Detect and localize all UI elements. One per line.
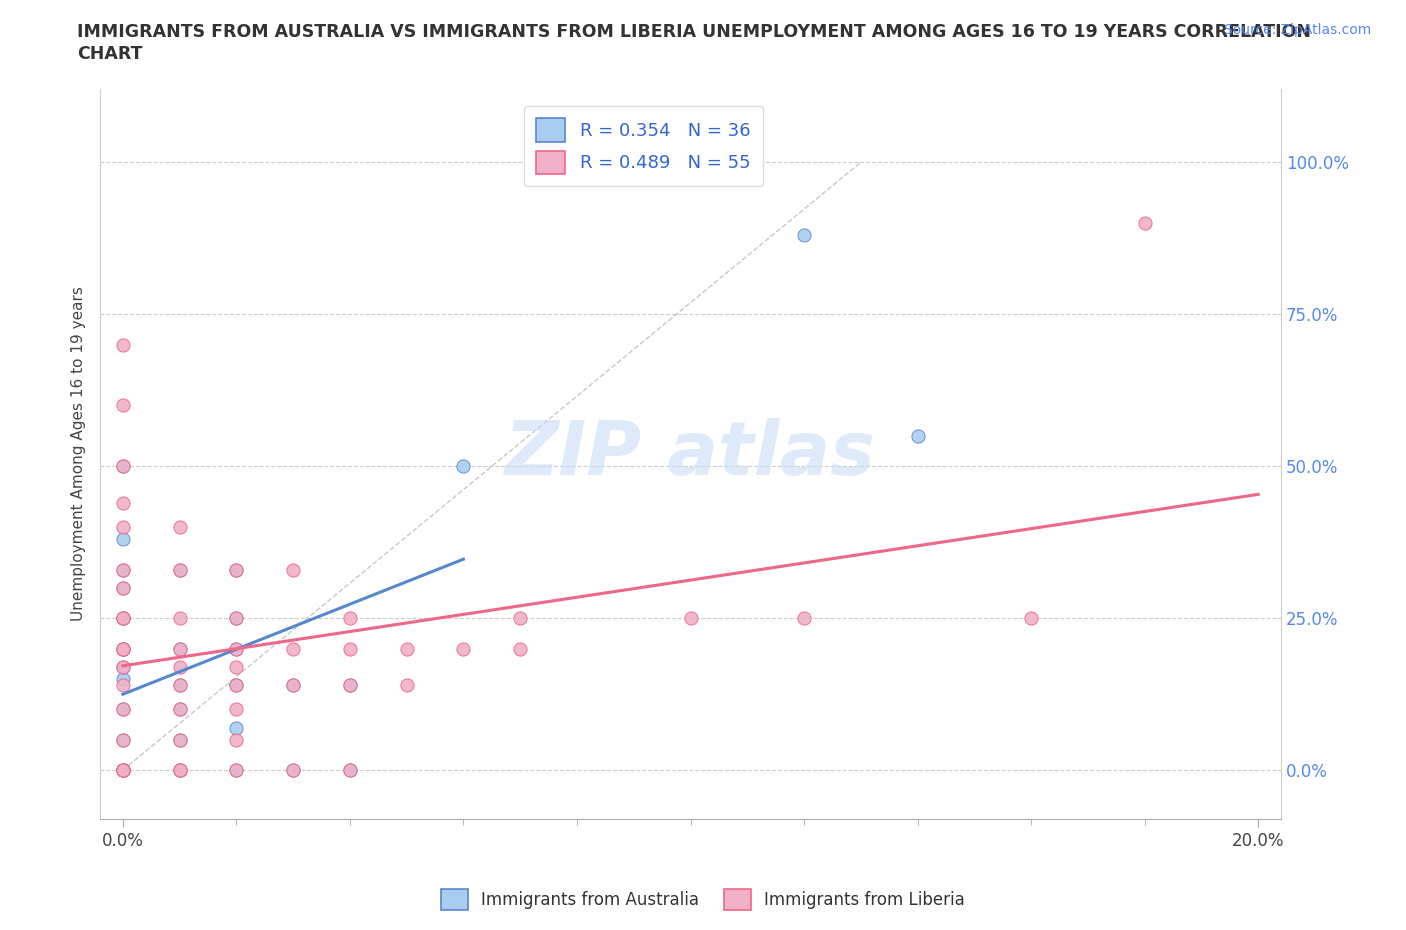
Point bbox=[111, 520, 134, 535]
Point bbox=[169, 641, 191, 656]
Point bbox=[509, 611, 531, 626]
Point bbox=[111, 732, 134, 747]
Point bbox=[281, 678, 304, 693]
Point bbox=[281, 562, 304, 577]
Point bbox=[169, 763, 191, 777]
Point bbox=[339, 763, 361, 777]
Point bbox=[111, 458, 134, 473]
Point bbox=[225, 732, 247, 747]
Point bbox=[111, 562, 134, 577]
Point bbox=[169, 763, 191, 777]
Point bbox=[339, 641, 361, 656]
Point bbox=[111, 641, 134, 656]
Point bbox=[111, 398, 134, 413]
Point bbox=[225, 763, 247, 777]
Point bbox=[339, 678, 361, 693]
Point bbox=[111, 641, 134, 656]
Point bbox=[395, 641, 418, 656]
Point bbox=[111, 641, 134, 656]
Point bbox=[169, 678, 191, 693]
Point bbox=[169, 732, 191, 747]
Text: IMMIGRANTS FROM AUSTRALIA VS IMMIGRANTS FROM LIBERIA UNEMPLOYMENT AMONG AGES 16 : IMMIGRANTS FROM AUSTRALIA VS IMMIGRANTS … bbox=[77, 23, 1312, 41]
Point bbox=[169, 678, 191, 693]
Point bbox=[111, 611, 134, 626]
Point bbox=[169, 702, 191, 717]
Point bbox=[169, 611, 191, 626]
Point bbox=[907, 429, 929, 444]
Point bbox=[111, 763, 134, 777]
Point bbox=[111, 671, 134, 686]
Point bbox=[225, 611, 247, 626]
Point bbox=[111, 763, 134, 777]
Point bbox=[225, 678, 247, 693]
Point bbox=[281, 763, 304, 777]
Point bbox=[225, 641, 247, 656]
Legend: Immigrants from Australia, Immigrants from Liberia: Immigrants from Australia, Immigrants fr… bbox=[434, 883, 972, 917]
Text: ZIP atlas: ZIP atlas bbox=[505, 418, 876, 490]
Point bbox=[111, 580, 134, 595]
Point bbox=[111, 732, 134, 747]
Point bbox=[111, 763, 134, 777]
Point bbox=[339, 678, 361, 693]
Point bbox=[111, 338, 134, 352]
Point bbox=[281, 678, 304, 693]
Point bbox=[225, 659, 247, 674]
Point bbox=[169, 763, 191, 777]
Point bbox=[111, 611, 134, 626]
Point bbox=[111, 678, 134, 693]
Point bbox=[793, 228, 815, 243]
Point bbox=[225, 763, 247, 777]
Point bbox=[679, 611, 702, 626]
Point bbox=[395, 678, 418, 693]
Point bbox=[169, 732, 191, 747]
Point bbox=[111, 532, 134, 547]
Point bbox=[111, 763, 134, 777]
Point bbox=[169, 659, 191, 674]
Legend: R = 0.354   N = 36, R = 0.489   N = 55: R = 0.354 N = 36, R = 0.489 N = 55 bbox=[523, 106, 763, 186]
Point bbox=[225, 678, 247, 693]
Point bbox=[111, 763, 134, 777]
Point bbox=[225, 611, 247, 626]
Point bbox=[169, 641, 191, 656]
Y-axis label: Unemployment Among Ages 16 to 19 years: Unemployment Among Ages 16 to 19 years bbox=[72, 286, 86, 621]
Point bbox=[111, 763, 134, 777]
Point bbox=[225, 720, 247, 735]
Point bbox=[111, 702, 134, 717]
Point bbox=[169, 562, 191, 577]
Point bbox=[111, 641, 134, 656]
Point bbox=[111, 702, 134, 717]
Text: CHART: CHART bbox=[77, 45, 143, 62]
Point bbox=[453, 641, 475, 656]
Point bbox=[169, 702, 191, 717]
Point bbox=[225, 562, 247, 577]
Point bbox=[339, 763, 361, 777]
Point bbox=[111, 611, 134, 626]
Point bbox=[111, 763, 134, 777]
Point bbox=[111, 611, 134, 626]
Point bbox=[1133, 216, 1156, 231]
Point bbox=[281, 763, 304, 777]
Point bbox=[111, 763, 134, 777]
Point bbox=[111, 562, 134, 577]
Text: Source: ZipAtlas.com: Source: ZipAtlas.com bbox=[1223, 23, 1371, 37]
Point bbox=[111, 659, 134, 674]
Point bbox=[111, 458, 134, 473]
Point bbox=[169, 520, 191, 535]
Point bbox=[111, 496, 134, 511]
Point bbox=[509, 641, 531, 656]
Point bbox=[225, 562, 247, 577]
Point bbox=[111, 580, 134, 595]
Point bbox=[453, 458, 475, 473]
Point bbox=[111, 763, 134, 777]
Point bbox=[169, 562, 191, 577]
Point bbox=[281, 641, 304, 656]
Point bbox=[793, 611, 815, 626]
Point bbox=[1019, 611, 1042, 626]
Point bbox=[225, 641, 247, 656]
Point bbox=[169, 763, 191, 777]
Point bbox=[225, 702, 247, 717]
Point bbox=[111, 659, 134, 674]
Point bbox=[339, 611, 361, 626]
